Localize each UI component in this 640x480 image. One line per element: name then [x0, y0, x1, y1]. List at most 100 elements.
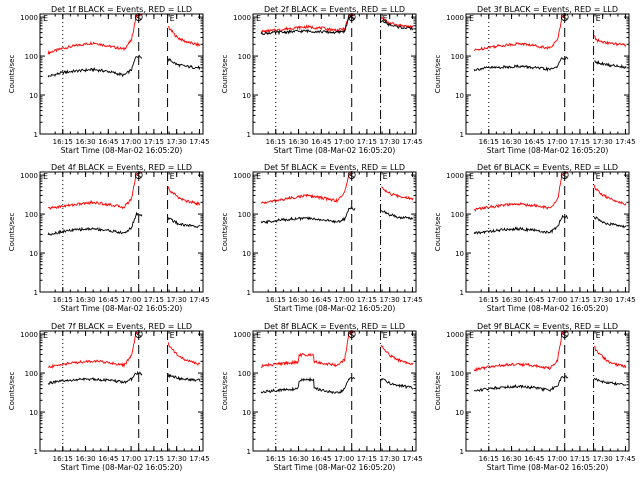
- x-tick-label: 16:15: [266, 296, 286, 304]
- series-layer: [47, 14, 201, 78]
- x-tick-label: 17:00: [121, 138, 141, 146]
- y-tick-label: 1000: [233, 331, 251, 339]
- series-line-2: [260, 376, 414, 395]
- chart-title: Det 2f BLACK = Events, RED = LLD: [264, 5, 405, 14]
- x-axis-label: Start Time (08-Mar-02 16:05:20): [274, 463, 396, 472]
- chart-title: Det 5f BLACK = Events, RED = LLD: [264, 163, 405, 172]
- x-tick-label: 17:45: [189, 296, 209, 304]
- x-tick-label: 16:45: [98, 455, 118, 463]
- marker-label-1: E: [256, 14, 261, 23]
- x-tick-label: 16:15: [53, 296, 73, 304]
- x-tick-label: 17:30: [593, 455, 613, 463]
- y-axis-label: Counts/sec: [8, 55, 16, 94]
- x-tick-label: 16:15: [53, 455, 73, 463]
- x-tick-label: 17:30: [167, 296, 187, 304]
- marker-label-3: S: [562, 14, 567, 23]
- series-line-2: [473, 375, 627, 392]
- x-tick-label: 17:45: [189, 138, 209, 146]
- x-tick-label: 17:45: [615, 296, 635, 304]
- series-line-1: [473, 172, 627, 212]
- y-tick-label: 1000: [233, 14, 251, 22]
- y-tick-label: 100: [238, 53, 251, 61]
- x-axis-label: Start Time (08-Mar-02 16:05:20): [61, 146, 183, 155]
- y-tick-label: 10: [242, 250, 251, 258]
- y-tick-label: 10: [455, 92, 464, 100]
- marker-label-4: E: [170, 14, 175, 23]
- marker-label-4: E: [170, 331, 175, 340]
- x-tick-label: 17:45: [402, 138, 422, 146]
- series-line-1: [473, 331, 627, 372]
- series-line-1: [260, 172, 414, 205]
- x-tick-label: 17:30: [593, 138, 613, 146]
- x-tick-label: 17:45: [189, 455, 209, 463]
- x-tick-label: 17:30: [167, 455, 187, 463]
- series-layer: [47, 331, 201, 385]
- marker-label-1: E: [43, 172, 48, 181]
- y-tick-label: 100: [451, 53, 464, 61]
- x-tick-label: 16:45: [524, 455, 544, 463]
- x-tick-label: 16:30: [75, 296, 95, 304]
- y-tick-label: 1000: [20, 172, 38, 180]
- plot-frame: [252, 330, 417, 452]
- y-tick-label: 10: [242, 409, 251, 417]
- y-tick-label: 1000: [20, 331, 38, 339]
- y-tick-label: 100: [238, 370, 251, 378]
- plot-frame: [39, 330, 204, 452]
- y-tick-label: 100: [451, 370, 464, 378]
- series-layer: [473, 331, 627, 392]
- series-line-2: [47, 370, 201, 385]
- x-tick-label: 16:15: [479, 138, 499, 146]
- x-tick-label: 17:45: [615, 455, 635, 463]
- y-tick-label: 1000: [446, 331, 464, 339]
- x-tick-label: 17:30: [380, 455, 400, 463]
- marker-label-4: E: [596, 172, 601, 181]
- x-tick-label: 16:45: [311, 138, 331, 146]
- y-tick-label: 10: [242, 92, 251, 100]
- marker-label-4: E: [596, 14, 601, 23]
- plot-frame: [39, 13, 204, 135]
- x-tick-label: 17:15: [357, 455, 377, 463]
- x-tick-label: 16:30: [501, 455, 521, 463]
- x-tick-label: 17:15: [570, 296, 590, 304]
- y-tick-label: 10: [29, 409, 38, 417]
- marker-label-1: E: [43, 14, 48, 23]
- y-axis-label: Counts/sec: [221, 372, 229, 411]
- y-axis-label: Counts/sec: [434, 55, 442, 94]
- marker-label-4: E: [383, 14, 388, 23]
- chart-title: Det 1f BLACK = Events, RED = LLD: [51, 5, 192, 14]
- series-layer: [260, 14, 414, 36]
- x-tick-label: 17:30: [593, 296, 613, 304]
- plot-frame: [252, 13, 417, 135]
- x-tick-label: 16:30: [288, 138, 308, 146]
- marker-label-4: E: [170, 172, 175, 181]
- x-tick-label: 17:00: [121, 296, 141, 304]
- x-tick-label: 17:00: [547, 296, 567, 304]
- x-tick-label: 17:45: [402, 296, 422, 304]
- x-axis-label: Start Time (08-Mar-02 16:05:20): [274, 146, 396, 155]
- x-tick-label: 16:45: [98, 296, 118, 304]
- x-tick-label: 17:00: [547, 455, 567, 463]
- y-tick-label: 100: [451, 211, 464, 219]
- y-tick-label: 1000: [446, 172, 464, 180]
- chart-title: Det 7f BLACK = Events, RED = LLD: [51, 322, 192, 331]
- y-axis-label: Counts/sec: [434, 372, 442, 411]
- x-axis-label: Start Time (08-Mar-02 16:05:20): [61, 463, 183, 472]
- x-tick-label: 17:30: [380, 138, 400, 146]
- series-line-2: [47, 54, 201, 78]
- x-tick-label: 17:15: [570, 138, 590, 146]
- x-tick-label: 16:15: [53, 138, 73, 146]
- chart-title: Det 8f BLACK = Events, RED = LLD: [264, 322, 405, 331]
- x-tick-label: 17:30: [380, 296, 400, 304]
- chart-title: Det 6f BLACK = Events, RED = LLD: [477, 163, 618, 172]
- x-tick-label: 17:15: [144, 138, 164, 146]
- series-line-2: [260, 15, 414, 36]
- series-line-1: [261, 14, 414, 34]
- x-axis-label: Start Time (08-Mar-02 16:05:20): [487, 304, 609, 313]
- y-tick-label: 10: [455, 250, 464, 258]
